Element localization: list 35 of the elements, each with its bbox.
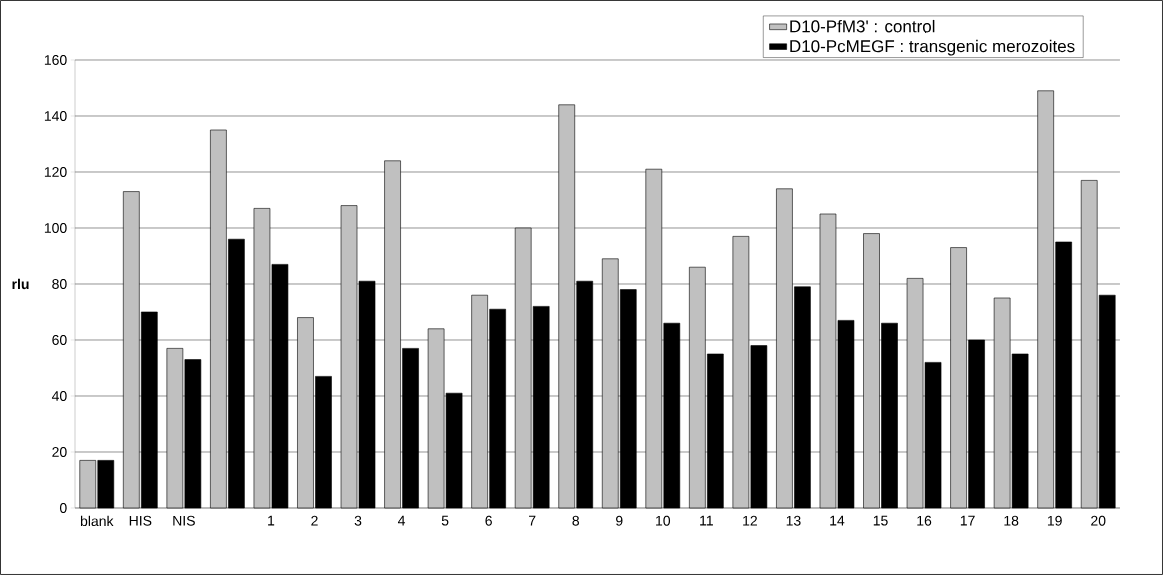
x-tick-label: 14 xyxy=(830,515,845,526)
x-tick-label: 13 xyxy=(786,515,801,526)
x-tick-label: 9 xyxy=(616,515,623,526)
y-tick-label: 160 xyxy=(44,55,67,65)
x-tick-label: 4 xyxy=(397,515,406,526)
x-tick-label: blank xyxy=(80,515,114,527)
y-tick-label: 120 xyxy=(44,167,67,177)
x-tick-label: 10 xyxy=(656,515,671,526)
y-tick-label: 40 xyxy=(51,391,67,401)
x-tick-label: HIS xyxy=(129,515,152,526)
x-tick-label: 6 xyxy=(485,515,492,526)
y-tick-label: 140 xyxy=(44,111,67,121)
y-axis-title: rlu xyxy=(12,278,29,290)
x-tick-label: 19 xyxy=(1047,515,1062,526)
x-tick-label: 3 xyxy=(354,515,362,526)
x-tick-label: 15 xyxy=(873,515,888,526)
x-tick-label: 2 xyxy=(311,515,318,526)
legend-label: D10-PfM3' : control xyxy=(790,19,935,33)
x-tick-label: 18 xyxy=(1004,515,1019,526)
y-tick-label: 80 xyxy=(52,279,67,289)
y-tick-label: 0 xyxy=(59,503,67,513)
x-tick-label: 12 xyxy=(743,515,757,526)
x-tick-label: 1 xyxy=(268,515,275,526)
x-tick-label: 8 xyxy=(572,515,580,526)
x-tick-label: 5 xyxy=(441,515,449,526)
x-tick-label: 7 xyxy=(529,515,536,526)
y-tick-label: 20 xyxy=(52,447,67,457)
x-tick-label: 11 xyxy=(700,515,713,526)
x-tick-label: 20 xyxy=(1091,515,1106,526)
x-tick-label: NIS xyxy=(173,515,195,526)
x-tick-label: 17 xyxy=(960,515,975,526)
legend-label: D10-PcMEGF : transgenic merozoites xyxy=(790,39,1075,56)
y-tick-label: 100 xyxy=(44,223,67,233)
x-tick-label: 16 xyxy=(917,515,932,526)
y-tick-label: 60 xyxy=(52,335,67,345)
